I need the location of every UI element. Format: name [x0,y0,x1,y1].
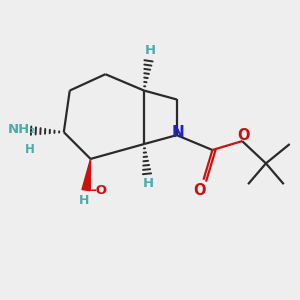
Text: N: N [172,125,184,140]
Text: H: H [25,142,34,156]
Text: ₂: ₂ [30,125,34,135]
Text: H: H [143,177,154,190]
Text: NH: NH [8,123,30,136]
Text: O: O [237,128,250,143]
Text: –O: –O [89,184,107,196]
Text: O: O [194,183,206,198]
Text: H: H [145,44,156,57]
Polygon shape [82,159,91,191]
Text: H: H [79,194,89,207]
